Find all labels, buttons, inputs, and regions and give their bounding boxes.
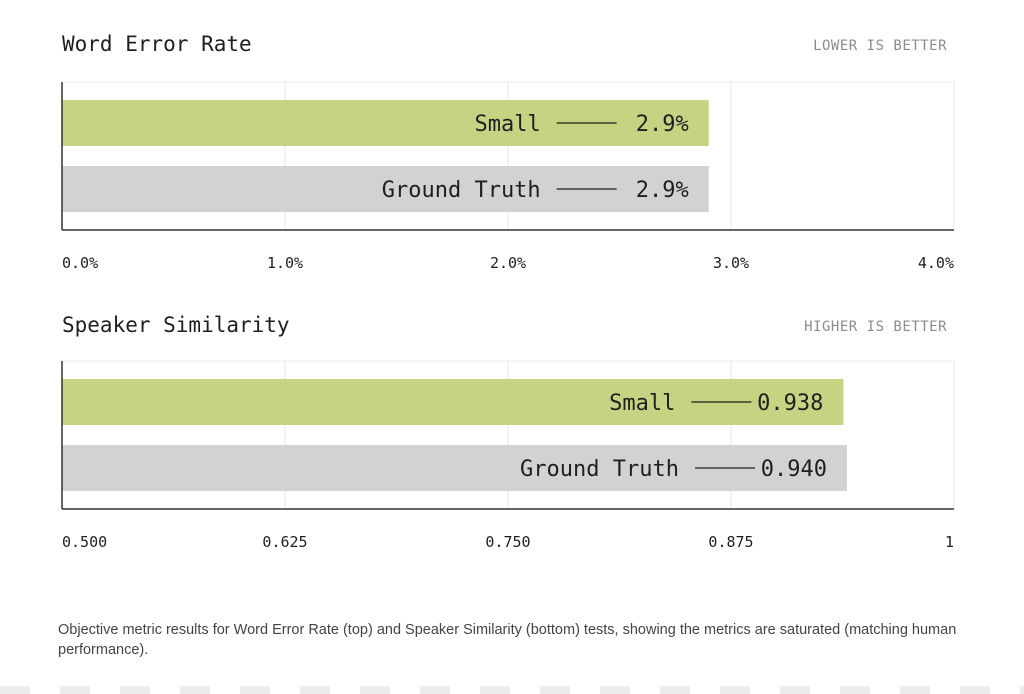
x-tick-label: 4.0% (918, 254, 954, 272)
chart-title: Word Error Rate (62, 32, 252, 56)
bar-value-label: 2.9% (636, 178, 689, 203)
x-tick-label: 0.625 (262, 533, 307, 551)
chart-note: LOWER IS BETTER (813, 38, 947, 54)
cropped-text-edge (0, 686, 1024, 694)
x-tick-label: 2.0% (490, 254, 526, 272)
speaker-similarity-chart-svg: 0.938 Small 0.940 Ground Truth 0.500 0.625 0.7… (61, 360, 955, 551)
x-tick-label: 3.0% (713, 254, 749, 272)
wer-chart-svg: 2.9% Small 2.9% Ground Truth 0.0% 1.0% 2.0% 3.0… (61, 81, 955, 272)
wer-chart-panel: Word Error Rate LOWER IS BETTER 2.9% Smal… (0, 32, 1024, 282)
bar-category-label: Ground Truth (520, 457, 679, 482)
x-tick-label: 1 (945, 533, 954, 551)
x-tick-label: 0.500 (62, 533, 107, 551)
bar-category-label: Small (474, 112, 540, 137)
bar-value-label: 2.9% (636, 112, 689, 137)
figure-caption: Objective metric results for Word Error … (58, 622, 957, 658)
x-tick-label: 1.0% (267, 254, 303, 272)
x-tick-label: 0.750 (485, 533, 530, 551)
bar-category-label: Small (609, 391, 675, 416)
chart-note: HIGHER IS BETTER (804, 319, 947, 335)
speaker-similarity-chart-panel: Speaker Similarity HIGHER IS BETTER 0.93… (0, 313, 1024, 563)
bar-value-label: 0.940 (761, 457, 827, 482)
bar-category-label: Ground Truth (382, 178, 541, 203)
chart-title: Speaker Similarity (62, 313, 290, 337)
bar-value-label: 0.938 (757, 391, 823, 416)
x-tick-label: 0.875 (708, 533, 753, 551)
x-tick-label: 0.0% (62, 254, 98, 272)
